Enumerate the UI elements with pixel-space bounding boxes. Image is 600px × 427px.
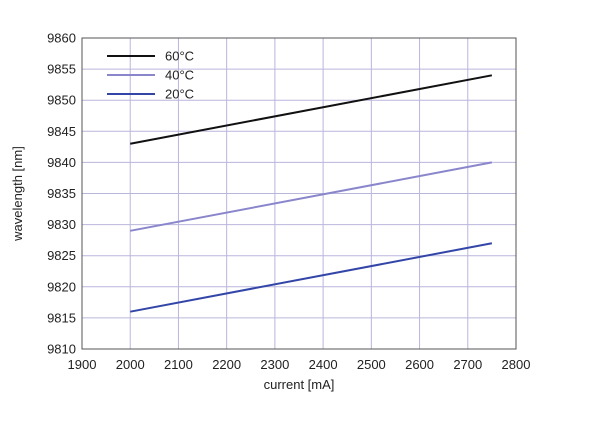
y-tick-label: 9855 [47, 62, 76, 77]
x-tick-label: 2200 [212, 357, 241, 372]
y-tick-label: 9830 [47, 217, 76, 232]
series-line-0 [130, 74, 493, 145]
legend-label-0: 60°C [165, 49, 194, 64]
y-tick-label: 9840 [47, 155, 76, 170]
x-tick-label: 2100 [164, 357, 193, 372]
y-tick-label: 9810 [47, 342, 76, 357]
grid [81, 37, 517, 350]
x-tick-label: 2600 [405, 357, 434, 372]
y-tick-label: 9845 [47, 124, 76, 139]
x-tick-label: 2000 [116, 357, 145, 372]
y-tick-label: 9860 [47, 31, 76, 46]
x-tick-label: 1900 [68, 357, 97, 372]
y-tick-label: 9850 [47, 93, 76, 108]
y-axis-title: wavelength [nm] [10, 146, 25, 242]
series-line-2 [130, 242, 493, 313]
plot-frame [81, 37, 517, 350]
y-tick-label: 9815 [47, 310, 76, 325]
x-tick-label: 2500 [357, 357, 386, 372]
x-tick-label: 2800 [502, 357, 531, 372]
x-tick-label: 2700 [453, 357, 482, 372]
x-tick-label: 2400 [309, 357, 338, 372]
legend: 60°C 40°C 20°C [107, 49, 194, 102]
legend-label-1: 40°C [165, 68, 194, 83]
tick-labels: 1900 2000 2100 2200 2300 2400 2500 2600 2700 2800… [47, 31, 530, 373]
x-tick-label: 2300 [260, 357, 289, 372]
y-tick-label: 9820 [47, 279, 76, 294]
legend-label-2: 20°C [165, 87, 194, 102]
y-tick-label: 9825 [47, 248, 76, 263]
series-line-1 [130, 161, 493, 232]
series-lines [130, 74, 493, 313]
y-tick-label: 9835 [47, 186, 76, 201]
x-axis-title: current [mA] [264, 377, 335, 392]
